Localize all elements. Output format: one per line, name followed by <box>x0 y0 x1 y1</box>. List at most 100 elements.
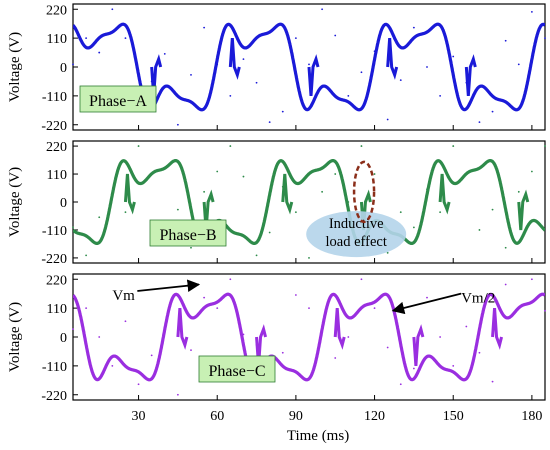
y-tick-label: 110 <box>47 32 67 47</box>
y-tick-label: -110 <box>42 360 67 375</box>
data-point <box>360 278 363 281</box>
data-point <box>360 145 363 147</box>
data-point <box>111 8 114 11</box>
data-point <box>465 325 468 328</box>
data-point <box>72 328 74 331</box>
data-point <box>294 211 297 214</box>
x-tick-label: 180 <box>521 409 542 424</box>
data-point <box>373 307 376 310</box>
data-point <box>386 118 389 121</box>
data-point <box>452 364 455 367</box>
y-tick-label: -220 <box>41 252 67 267</box>
x-tick-label: 120 <box>364 409 385 424</box>
data-point <box>360 71 363 74</box>
y-tick-label: 110 <box>47 302 67 317</box>
data-point <box>216 63 219 66</box>
data-point <box>98 216 101 219</box>
data-point <box>452 55 455 58</box>
phase-label-box <box>79 85 157 113</box>
data-point <box>347 336 350 338</box>
data-point <box>308 63 310 66</box>
phase-panel-2: 220 110 0 -110 -220 Voltage (V) Phase−B Inducti… <box>7 140 546 267</box>
data-point <box>321 328 324 331</box>
data-point <box>111 364 114 367</box>
series-points <box>72 8 546 126</box>
data-point <box>465 173 468 175</box>
data-point <box>517 63 520 66</box>
data-point <box>530 10 533 13</box>
data-point <box>85 254 88 257</box>
y-tick-label: -110 <box>42 224 67 239</box>
data-point <box>137 383 140 386</box>
data-point <box>229 94 232 97</box>
switching-spike <box>176 308 189 350</box>
data-point <box>308 257 310 259</box>
data-point <box>491 208 494 211</box>
data-point <box>255 254 258 257</box>
phase-label: Phase−B <box>159 227 216 244</box>
phase-panel-1: 220 110 0 -110 -220 Voltage (V) Phase−A <box>7 3 546 134</box>
highlight-ellipse <box>352 160 376 224</box>
data-point <box>176 208 179 211</box>
callout-bubble <box>306 211 407 258</box>
data-point <box>72 226 74 229</box>
data-point <box>85 307 88 310</box>
data-point <box>137 145 140 147</box>
switching-spike <box>438 173 451 215</box>
y-tick-label: 110 <box>47 168 67 183</box>
y-tick-label: 0 <box>60 196 67 211</box>
data-point <box>190 73 192 76</box>
x-axis-label: Time (ms) <box>287 428 349 444</box>
switching-spike <box>464 54 477 96</box>
data-point <box>517 190 520 193</box>
data-point <box>124 37 127 40</box>
x-axis: 30 60 90 120 150 180 <box>132 125 542 424</box>
data-point <box>176 393 179 396</box>
switching-spike <box>307 54 320 96</box>
data-point <box>203 26 206 29</box>
data-point <box>190 349 192 352</box>
data-point <box>530 170 533 173</box>
data-point <box>98 51 101 54</box>
phase-panel-3: 220 110 0 -110 -220 Voltage (V) Phase−C Vm Vm/2 <box>7 273 546 404</box>
data-point <box>452 145 455 147</box>
y-tick-label: 220 <box>46 3 67 18</box>
series-points <box>72 278 546 396</box>
data-point <box>124 211 127 214</box>
data-point <box>386 346 389 349</box>
data-point <box>412 367 415 370</box>
data-point <box>281 351 284 354</box>
data-point <box>334 357 337 359</box>
data-point <box>334 173 337 175</box>
switching-spike <box>123 173 136 215</box>
data-point <box>176 123 179 126</box>
data-point <box>281 110 284 113</box>
arrow-label-text: Vm/2 <box>461 291 495 307</box>
data-point <box>334 34 337 37</box>
switching-spike <box>412 324 425 366</box>
phase-label-box <box>198 355 276 383</box>
data-point <box>268 231 271 234</box>
x-tick-label: 30 <box>132 409 146 424</box>
data-point <box>216 307 219 310</box>
data-point <box>255 81 258 84</box>
data-point <box>517 307 520 310</box>
switching-spike <box>281 173 294 215</box>
data-point <box>163 325 166 328</box>
data-point <box>426 66 428 68</box>
data-point <box>321 190 324 193</box>
switching-spike <box>517 189 530 231</box>
data-point <box>412 226 415 229</box>
phase-label: Phase−C <box>208 363 265 380</box>
data-point <box>347 201 350 203</box>
data-point <box>373 173 376 175</box>
data-point <box>308 307 310 310</box>
data-point <box>163 52 166 55</box>
data-point <box>439 211 442 214</box>
data-point <box>268 121 271 124</box>
data-point <box>426 188 428 191</box>
data-point <box>439 94 442 97</box>
data-point <box>321 8 324 11</box>
data-point <box>216 170 219 173</box>
